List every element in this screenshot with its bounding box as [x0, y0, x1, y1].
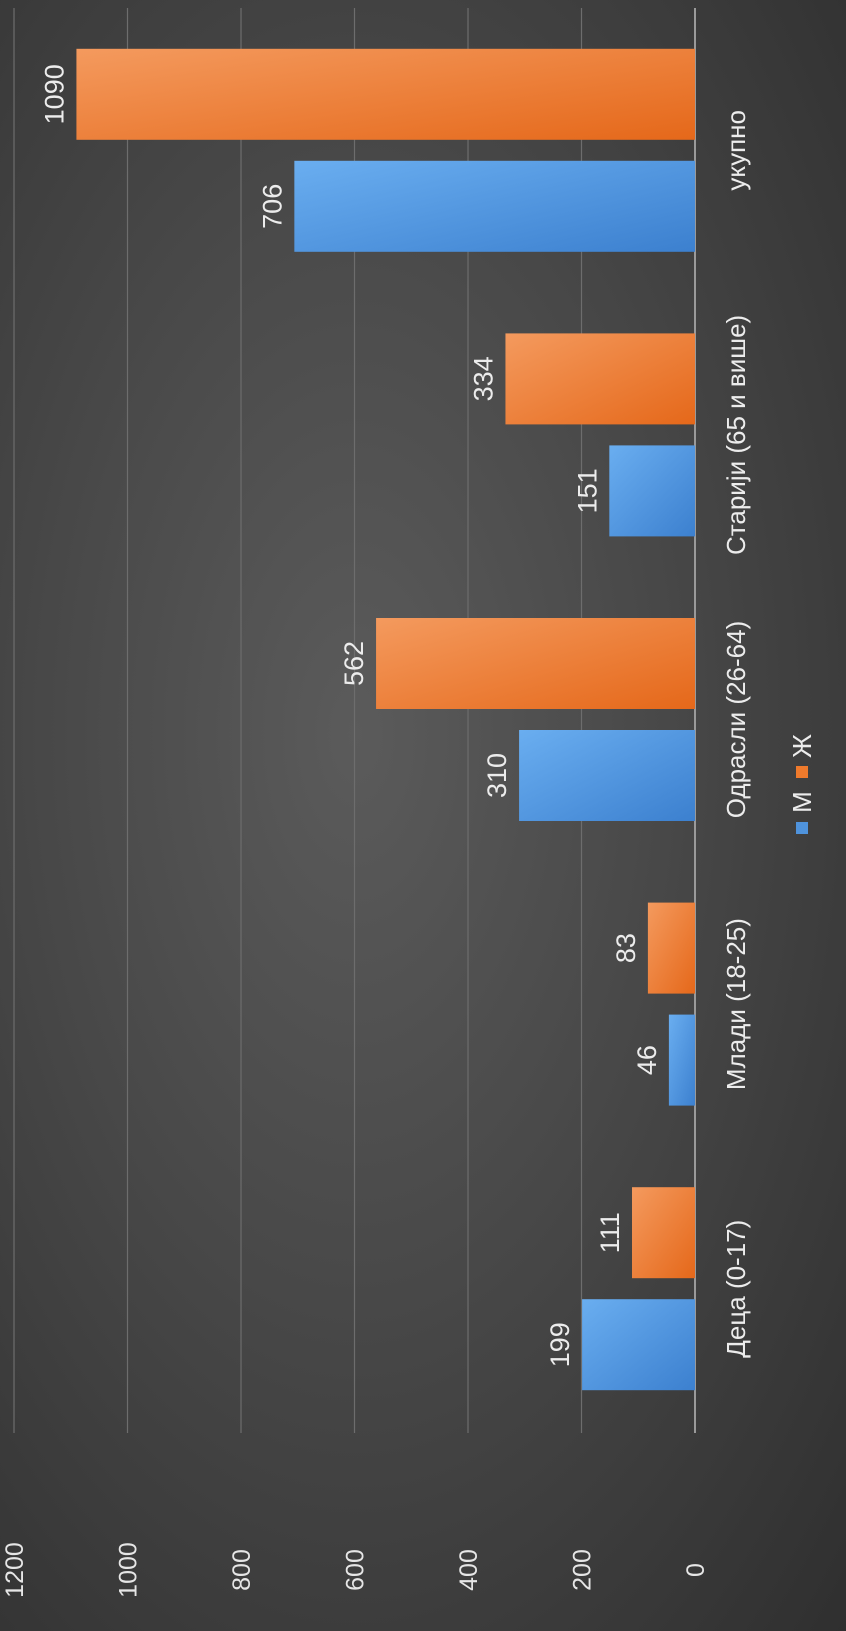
category-label: Одрасли (26-64)	[721, 621, 751, 818]
bar-f	[647, 902, 695, 994]
data-label: 706	[257, 184, 287, 229]
tick-label: 200	[569, 1549, 597, 1591]
bar-m	[582, 1299, 695, 1391]
tick-label: 1200	[1, 1542, 29, 1598]
value-axis: 0 200 400 600 800 1000 1200	[1, 1542, 710, 1598]
legend-label: М	[787, 791, 817, 813]
data-label: 310	[482, 753, 512, 798]
tick-label: 600	[342, 1549, 370, 1591]
legend-swatch	[796, 766, 808, 778]
bar-m	[294, 160, 695, 252]
legend-label: Ж	[787, 734, 817, 758]
bar-m	[519, 730, 695, 821]
category-axis: Деца (0-17) Млади (18-25) Одрасли (26-64) С…	[721, 110, 751, 1358]
category-label: Млади (18-25)	[721, 918, 751, 1090]
data-label: 199	[545, 1322, 575, 1367]
bar-f	[376, 618, 695, 709]
data-label: 334	[468, 356, 498, 401]
bars	[76, 48, 696, 1391]
bar-m	[609, 445, 695, 537]
data-label: 562	[339, 641, 369, 686]
data-labels: 199 111 46 83 310 562 151 334 706 1090	[39, 64, 661, 1367]
legend: МЖ	[787, 734, 817, 834]
category-label: укупно	[721, 110, 751, 191]
data-label: 83	[611, 933, 641, 963]
data-label: 1090	[39, 64, 69, 124]
data-label: 46	[632, 1045, 662, 1075]
tick-label: 400	[455, 1549, 483, 1591]
bar-f	[632, 1187, 695, 1279]
tick-label: 0	[682, 1563, 710, 1577]
category-label: Старији (65 и више)	[721, 315, 751, 555]
bar-f	[505, 333, 695, 425]
bar-f	[76, 48, 696, 140]
legend-swatch	[796, 822, 808, 834]
tick-label: 1000	[115, 1542, 143, 1598]
data-label: 151	[572, 468, 602, 513]
category-label: Деца (0-17)	[721, 1220, 751, 1358]
tick-label: 800	[228, 1549, 256, 1591]
bar-m	[668, 1014, 695, 1106]
data-label: 111	[595, 1212, 625, 1253]
